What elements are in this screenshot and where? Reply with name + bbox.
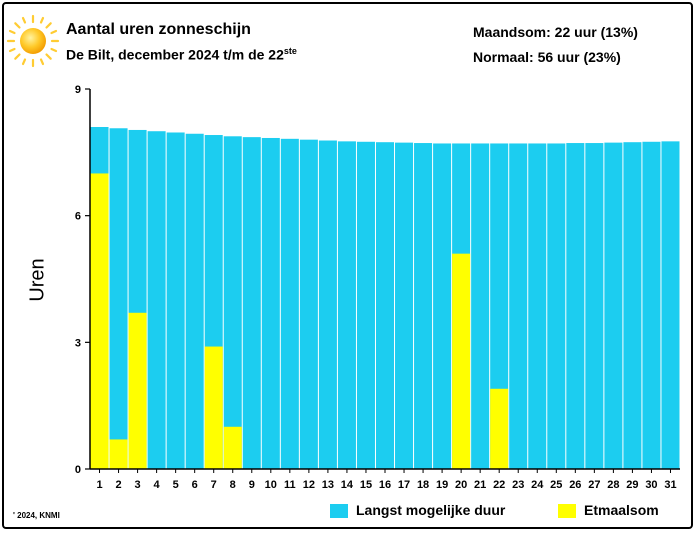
bar-max-duration-day-11 — [280, 138, 299, 470]
legend-label-max-duration: Langst mogelijke duur — [356, 502, 506, 518]
x-tick-label-10: 10 — [265, 479, 277, 491]
bar-daily-sum-day-1 — [90, 173, 109, 469]
x-tick-label-25: 25 — [550, 479, 562, 491]
bar-max-duration-day-23 — [509, 143, 528, 469]
bar-max-duration-day-29 — [623, 142, 642, 469]
legend-label-daily-sum: Etmaalsom — [584, 502, 659, 518]
x-tick-label-12: 12 — [303, 479, 315, 491]
x-tick-label-13: 13 — [322, 479, 334, 491]
normal-stat: Normaal: 56 uur (23%) — [473, 49, 621, 65]
x-tick-label-16: 16 — [379, 479, 391, 491]
x-tick-label-1: 1 — [96, 479, 102, 491]
bar-max-duration-day-15 — [356, 141, 375, 469]
bar-max-duration-day-22 — [490, 143, 509, 469]
x-tick-label-23: 23 — [512, 479, 524, 491]
x-tick-label-21: 21 — [474, 479, 486, 491]
bar-max-duration-day-28 — [604, 142, 623, 469]
bar-max-duration-day-25 — [547, 143, 566, 469]
monthly-sum-stat: Maandsom: 22 uur (13%) — [473, 24, 638, 40]
bar-daily-sum-day-7 — [204, 346, 223, 469]
bar-max-duration-day-12 — [299, 139, 318, 469]
bar-max-duration-day-21 — [471, 143, 490, 469]
bar-max-duration-day-17 — [395, 142, 414, 469]
x-tick-label-6: 6 — [192, 479, 198, 491]
bar-max-duration-day-8 — [223, 136, 242, 470]
x-tick-label-28: 28 — [607, 479, 619, 491]
legend-swatch-daily-sum — [558, 504, 576, 518]
x-tick-label-14: 14 — [341, 479, 354, 491]
x-tick-label-2: 2 — [115, 479, 121, 491]
bar-max-duration-day-31 — [661, 141, 680, 469]
bar-max-duration-day-6 — [185, 133, 204, 469]
subtitle-text: De Bilt, december 2024 t/m de 22 — [66, 46, 284, 63]
chart-frame — [2, 2, 693, 529]
bar-daily-sum-day-20 — [452, 253, 471, 469]
x-tick-label-30: 30 — [645, 479, 657, 491]
x-tick-label-27: 27 — [588, 479, 600, 491]
x-tick-label-18: 18 — [417, 479, 429, 491]
sun-icon — [6, 14, 60, 68]
bar-max-duration-day-16 — [375, 142, 395, 469]
bar-max-duration-day-24 — [528, 143, 547, 469]
subtitle-superscript: ste — [283, 46, 297, 56]
x-tick-label-24: 24 — [531, 479, 544, 491]
bar-max-duration-day-30 — [642, 141, 661, 469]
bar-daily-sum-day-8 — [223, 426, 242, 469]
x-tick-label-8: 8 — [230, 479, 236, 491]
bar-max-duration-day-10 — [261, 137, 280, 469]
bar-daily-sum-day-2 — [109, 439, 128, 469]
x-tick-label-31: 31 — [664, 479, 676, 491]
bar-max-duration-day-26 — [566, 143, 585, 470]
y-tick-label-6: 6 — [75, 211, 81, 223]
x-tick-label-19: 19 — [436, 479, 448, 491]
x-tick-label-17: 17 — [398, 479, 410, 491]
x-tick-label-20: 20 — [455, 479, 467, 491]
x-tick-label-7: 7 — [211, 479, 217, 491]
bar-max-duration-day-2 — [109, 128, 128, 469]
x-tick-label-5: 5 — [173, 479, 179, 491]
legend-swatch-max-duration — [330, 504, 348, 518]
bar-max-duration-day-13 — [318, 140, 337, 469]
bar-max-duration-day-18 — [414, 143, 433, 470]
copyright-text: ' 2024, KNMI — [13, 511, 60, 520]
y-tick-label-0: 0 — [75, 464, 81, 476]
bar-daily-sum-day-22 — [490, 388, 509, 469]
bar-max-duration-day-9 — [242, 137, 261, 469]
bar-max-duration-day-19 — [433, 143, 452, 469]
x-tick-label-22: 22 — [493, 479, 505, 491]
bar-daily-sum-day-3 — [128, 312, 147, 469]
bar-max-duration-day-14 — [337, 141, 356, 469]
y-tick-label-3: 3 — [75, 337, 81, 349]
bar-max-duration-day-4 — [147, 131, 166, 469]
bar-max-duration-day-27 — [585, 143, 604, 470]
x-tick-label-26: 26 — [569, 479, 581, 491]
x-tick-label-11: 11 — [284, 479, 296, 491]
chart-title: Aantal uren zonneschijn — [66, 21, 251, 38]
x-tick-label-4: 4 — [154, 479, 161, 491]
chart-subtitle: De Bilt, december 2024 t/m de 22ste — [66, 46, 297, 63]
x-tick-label-15: 15 — [360, 479, 372, 491]
x-tick-label-29: 29 — [626, 479, 638, 491]
x-tick-label-3: 3 — [135, 479, 141, 491]
bar-max-duration-day-5 — [166, 132, 185, 469]
y-tick-label-9: 9 — [75, 84, 81, 96]
x-tick-label-9: 9 — [249, 479, 255, 491]
